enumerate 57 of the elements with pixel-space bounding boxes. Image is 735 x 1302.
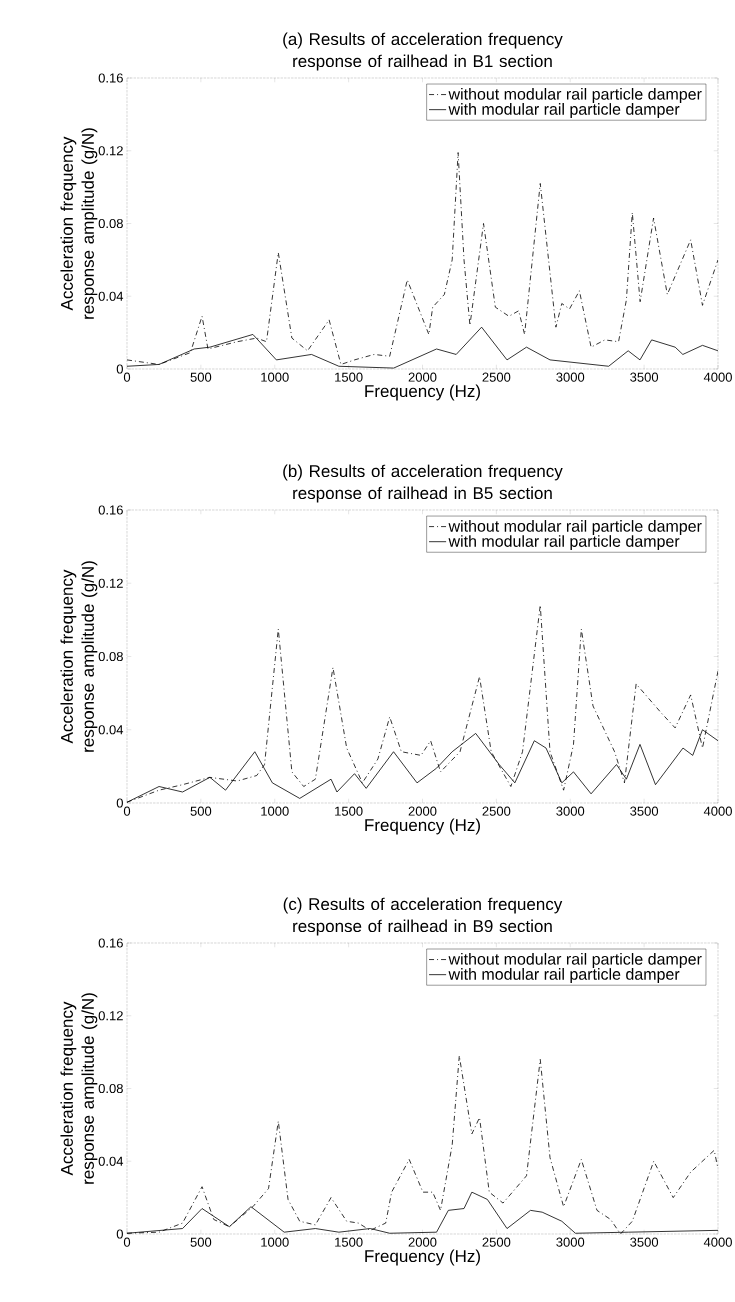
x-axis-title: Frequency (Hz) [365, 818, 480, 835]
x-tick-label: 500 [190, 372, 212, 382]
x-tick-label: 3000 [556, 1237, 585, 1247]
x-tick-label: 500 [190, 1237, 212, 1247]
y-tick-label: 0.04 [98, 1156, 124, 1166]
x-tick-label: 2000 [408, 1237, 437, 1247]
x-tick-label: 3500 [630, 806, 659, 816]
y-axis-title: Acceleration frequency response amplitude (g/N) [60, 993, 98, 1184]
legend-label: without modular rail particle damper [448, 88, 702, 103]
x-axis-title: Frequency (Hz) [365, 384, 480, 401]
y-tick-label: 0.16 [98, 938, 123, 948]
x-tick-label: 1500 [335, 1237, 363, 1247]
chart-title: (c) Results of acceleration frequency response of railhead in B9 section [283, 897, 563, 936]
y-tick-label: 0.16 [98, 505, 123, 515]
y-tick-label: 0.12 [98, 1011, 123, 1021]
y-tick-label: 0.08 [98, 218, 123, 229]
y-tick-label: 0.16 [98, 73, 123, 83]
x-tick-label: 2500 [482, 372, 511, 382]
x-tick-label: 3500 [630, 1237, 659, 1247]
y-tick-label: 0.08 [98, 1083, 123, 1094]
y-tick-label: 0.12 [98, 578, 123, 588]
x-tick-label: 1000 [261, 1237, 289, 1247]
x-tick-label: 500 [190, 806, 212, 816]
y-tick-label: 0 [116, 798, 123, 808]
y-axis-title: Acceleration frequency response amplitude (g/N) [60, 561, 98, 752]
y-tick-label: 0 [116, 364, 123, 374]
legend-label: with modular rail particle damper [448, 535, 680, 551]
x-tick-label: 1000 [261, 372, 289, 382]
x-tick-label: 3000 [556, 806, 585, 816]
x-tick-label: 1000 [261, 806, 289, 816]
x-tick-label: 2500 [482, 1237, 511, 1247]
legend-label: without modular rail particle damper [448, 520, 702, 535]
legend-label: with modular rail particle damper [448, 968, 680, 984]
x-tick-label: 0 [123, 372, 131, 382]
x-tick-label: 1500 [335, 806, 363, 816]
y-tick-label: 0 [116, 1229, 123, 1239]
x-axis-title: Frequency (Hz) [365, 1249, 480, 1266]
y-tick-label: 0.08 [98, 651, 123, 662]
y-axis-title: Acceleration frequency response amplitude (g/N) [60, 128, 98, 319]
chart-title: (b) Results of acceleration frequency response of railhead in B5 section [283, 464, 563, 503]
x-tick-label: 1500 [335, 372, 363, 382]
x-tick-label: 2000 [408, 372, 437, 382]
x-tick-label: 4000 [703, 372, 732, 382]
x-tick-label: 3500 [630, 372, 659, 382]
x-tick-label: 2500 [482, 806, 511, 816]
x-tick-label: 2000 [408, 806, 437, 816]
x-tick-label: 3000 [556, 372, 585, 382]
legend-label: with modular rail particle damper [448, 103, 680, 119]
x-tick-label: 0 [123, 806, 131, 816]
legend-label: without modular rail particle damper [448, 953, 702, 968]
x-tick-label: 0 [123, 1237, 131, 1247]
x-tick-label: 4000 [703, 806, 732, 816]
y-tick-label: 0.12 [98, 146, 123, 156]
y-tick-label: 0.04 [98, 291, 124, 301]
y-tick-label: 0.04 [98, 725, 124, 735]
chart-title: (a) Results of acceleration frequency response of railhead in B1 section [283, 32, 563, 71]
x-tick-label: 4000 [703, 1237, 732, 1247]
